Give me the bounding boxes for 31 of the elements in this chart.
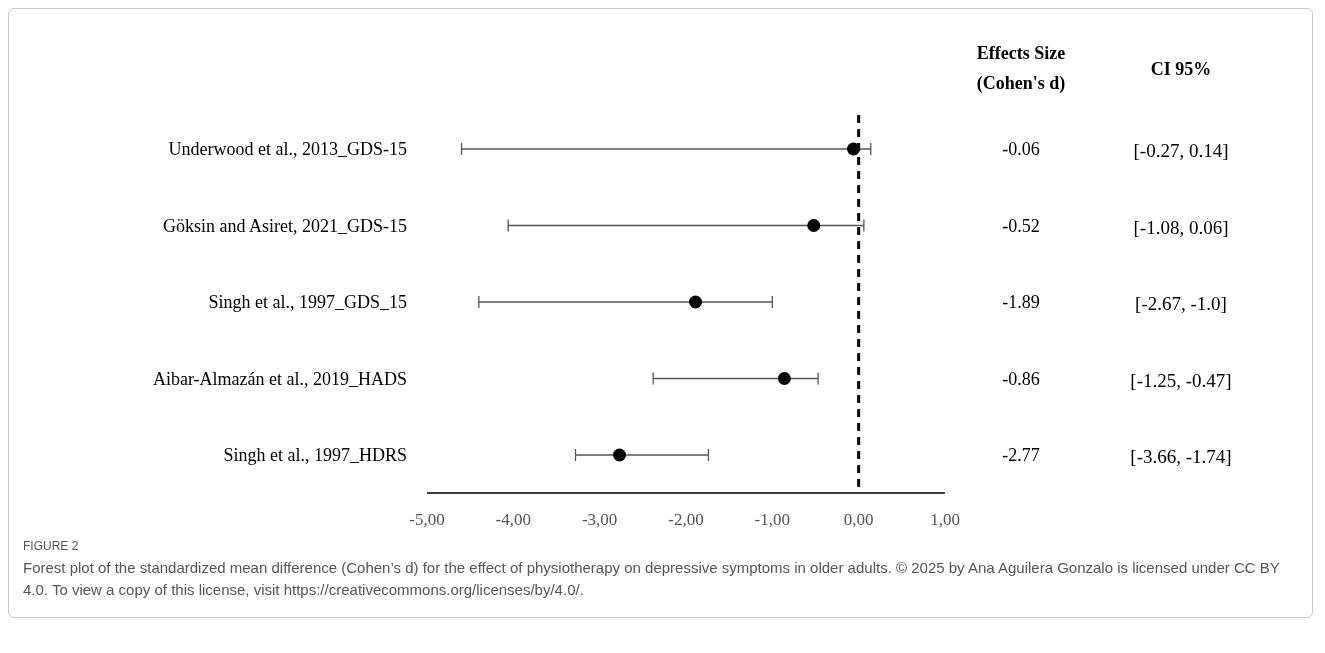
- point: [846, 142, 860, 156]
- x-tick-label: -5,00: [409, 510, 445, 529]
- x-tick-label: 1,00: [930, 510, 960, 529]
- y-tick-label: Singh et al., 1997_GDS_15: [208, 292, 407, 312]
- text: [-3.66, -1.74]: [1130, 446, 1232, 467]
- data-label: -0.52: [1002, 215, 1040, 236]
- y-tick-label: Singh et al., 1997_HDRS: [223, 445, 407, 465]
- point: [689, 295, 702, 309]
- point: [807, 219, 821, 232]
- data-label: -2.77: [1002, 445, 1040, 465]
- point: [613, 448, 627, 462]
- data-label: -0.06: [1002, 139, 1040, 159]
- x-tick-label: 0,00: [843, 510, 874, 529]
- x-tick-label: -1,00: [754, 510, 791, 529]
- y-tick-label: Aibar-Almazán et al., 2019_HADS: [152, 368, 407, 389]
- data-label: -1.89: [1002, 292, 1040, 312]
- y-tick-label: Göksin and Asiret, 2021_GDS-15: [163, 215, 407, 236]
- x-tick-label: -3,00: [581, 510, 618, 529]
- x-tick-label: -4,00: [495, 510, 532, 529]
- text: [-1.25, -0.47]: [1130, 369, 1232, 391]
- data-label: -0.86: [1002, 368, 1040, 389]
- y-tick-label: Underwood et al., 2013_GDS-15: [168, 139, 407, 159]
- text: Forest plot of the standardized mean difference (Cohen’s d) for the effect of physiotherapy on depressive symptoms in older adults. © 2025 by Ana Aguilera Gonzalo is licensed under CC BY 4.0. To view a copy of this license, visit https://creativecommons.org/licenses/by/4.0/.: [23, 558, 1281, 600]
- text: [-2.67, -1.0]: [1135, 293, 1227, 314]
- x-tick-label: -2,00: [668, 510, 704, 529]
- text: [-1.08, 0.06]: [1133, 216, 1229, 238]
- text: CI 95%: [1150, 59, 1212, 79]
- caption: FIGURE 2: [23, 539, 80, 553]
- text: [-0.27, 0.14]: [1133, 140, 1229, 161]
- text: Effects Size (Cohen's d): [976, 43, 1066, 94]
- point: [777, 372, 791, 385]
